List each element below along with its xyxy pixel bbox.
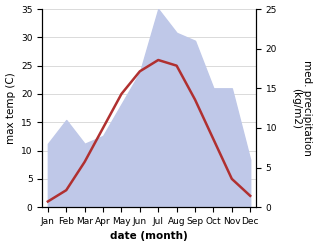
Y-axis label: max temp (C): max temp (C) [5, 72, 16, 144]
X-axis label: date (month): date (month) [110, 231, 188, 242]
Y-axis label: med. precipitation
(kg/m2): med. precipitation (kg/m2) [291, 60, 313, 156]
